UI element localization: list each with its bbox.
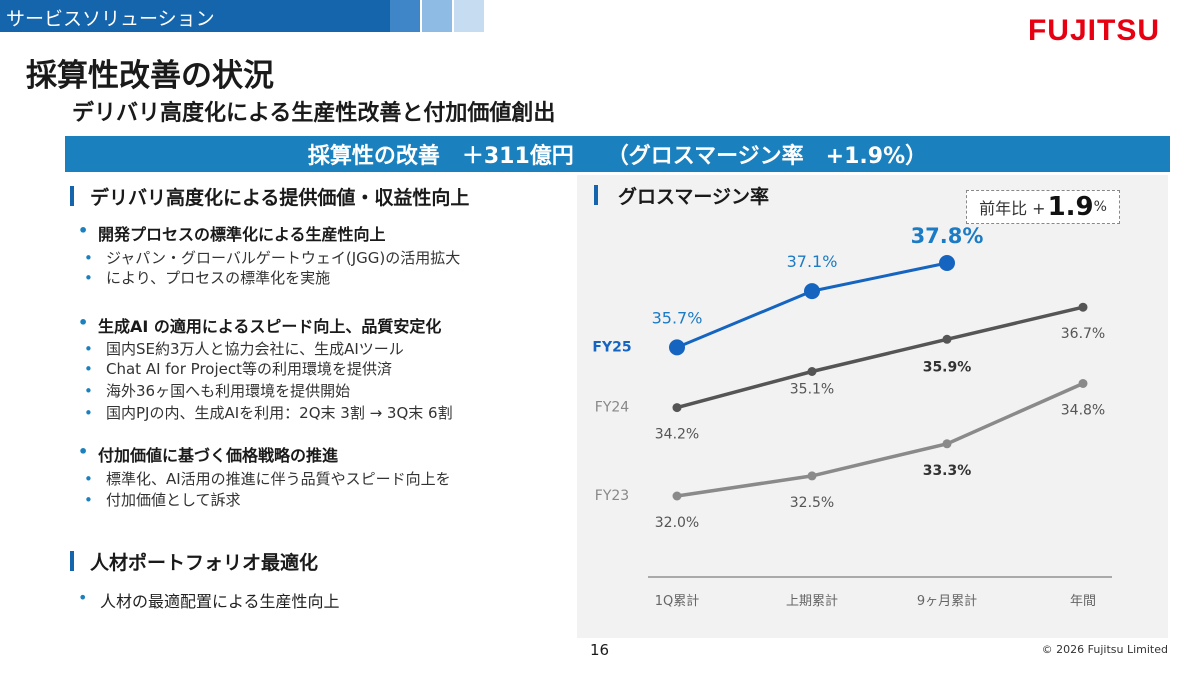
data-label: 35.9% — [923, 359, 972, 375]
data-label: 35.7% — [652, 308, 703, 327]
section-label: サービスソリューション — [6, 8, 215, 30]
series-line-fy25 — [676, 261, 948, 349]
continuation-text: により、プロセスの標準化を実施 — [106, 269, 331, 287]
page-subtitle: デリバリ高度化による生産性改善と付加価値創出 — [72, 101, 556, 126]
bullet-generative-ai: 生成AI の適用によるスピード向上、品質安定化 — [78, 313, 441, 337]
x-tick-label: 1Q累計 — [655, 593, 700, 609]
series-line-fy24 — [676, 305, 1084, 410]
data-point-fy25 — [939, 255, 955, 271]
bullet-talent-placement: 人材の最適配置による生産性向上 — [78, 588, 340, 612]
section-heading-talent: 人材ポートフォリオ最適化 — [68, 548, 318, 575]
data-point-fy25 — [804, 283, 820, 300]
accent-block-2 — [422, 0, 452, 32]
sub-bullet: 標準化、AI活用の推進に伴う品質やスピード向上を — [84, 469, 451, 489]
page-title: 採算性改善の状況 — [26, 58, 274, 94]
sub-bullet: 海外36ヶ国へも利用環境を提供開始 — [84, 381, 350, 401]
series-name-label: FY25 — [592, 339, 631, 355]
sub-bullet-continuation: により、プロセスの標準化を実施 — [84, 268, 330, 288]
series-name-label: FY24 — [595, 400, 630, 416]
bullet-pricing-strategy: 付加価値に基づく価格戦略の推進 — [78, 442, 338, 466]
x-tick-label: 9ヶ月累計 — [917, 593, 977, 609]
sub-bullet: 国内PJの内、生成AIを利用：2Q末 3割 → 3Q末 6割 — [84, 403, 453, 423]
data-point-fy25 — [669, 339, 685, 356]
chart-title: グロスマージン率 — [594, 182, 769, 209]
yoy-prefix: 前年比 + — [979, 199, 1046, 218]
data-label: 36.7% — [1061, 326, 1105, 342]
data-label: 34.2% — [655, 427, 699, 443]
data-label: 32.5% — [790, 495, 834, 511]
accent-block-1 — [390, 0, 420, 32]
data-point-fy23 — [672, 491, 682, 501]
data-label: 37.8% — [911, 224, 984, 248]
sub-bullet-continuation: Chat AI for Project等の利用環境を提供済 — [84, 359, 392, 379]
section-bar: サービスソリューション — [0, 0, 390, 32]
continuation-text: Chat AI for Project等の利用環境を提供済 — [106, 360, 392, 378]
data-point-fy23 — [942, 439, 952, 449]
fujitsu-logo: FUJITSU — [1027, 14, 1160, 47]
data-label: 35.1% — [790, 382, 834, 398]
data-point-fy24 — [807, 367, 817, 376]
data-point-fy24 — [942, 334, 952, 344]
yoy-callout: 前年比 +1.9% — [966, 190, 1120, 224]
bullet-process-standardization: 開発プロセスの標準化による生産性向上 — [78, 221, 386, 245]
yoy-value: 1.9 — [1047, 192, 1094, 222]
section-heading-delivery: デリバリ高度化による提供価値・収益性向上 — [68, 183, 469, 210]
data-label: 33.3% — [923, 463, 972, 479]
page-number: 16 — [590, 641, 610, 659]
data-point-fy24 — [672, 403, 682, 413]
accent-block-3 — [454, 0, 484, 32]
series-name-label: FY23 — [595, 488, 629, 504]
sub-bullet: 国内SE約3万人と協力会社に、生成AIツール — [84, 339, 404, 359]
x-tick-label: 上期累計 — [786, 593, 838, 609]
x-tick-label: 年間 — [1070, 594, 1096, 609]
data-point-fy23 — [1078, 379, 1088, 388]
data-label: 34.8% — [1061, 403, 1105, 419]
copyright: © 2026 Fujitsu Limited — [1041, 643, 1168, 656]
summary-banner: 採算性の改善 ＋311億円 （グロスマージン率 +1.9%） — [65, 136, 1170, 172]
sub-bullet-continuation: 付加価値として訴求 — [84, 490, 241, 510]
data-point-fy23 — [807, 471, 817, 481]
data-label: 37.1% — [787, 252, 838, 271]
continuation-text: 付加価値として訴求 — [106, 491, 241, 509]
data-label: 32.0% — [655, 515, 699, 531]
yoy-unit: % — [1093, 199, 1107, 215]
data-point-fy24 — [1078, 302, 1088, 312]
series-line-fy23 — [676, 381, 1084, 498]
sub-bullet: ジャパン・グローバルゲートウェイ(JGG)の活用拡大 — [84, 248, 460, 268]
